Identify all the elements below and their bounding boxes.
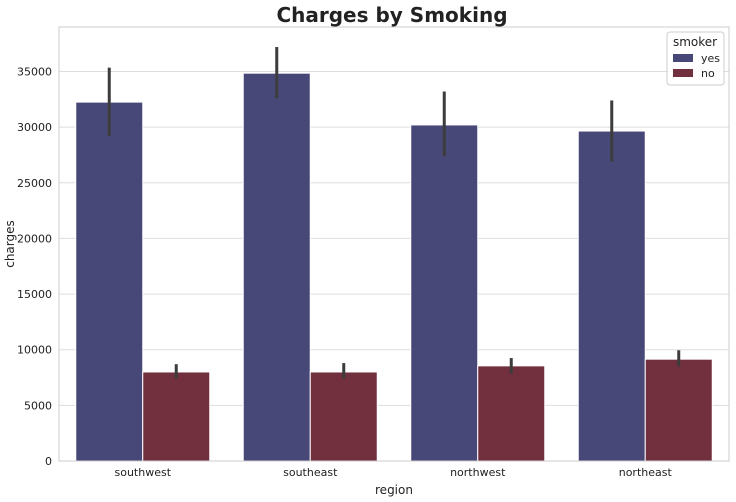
x-tick-label: southwest	[114, 466, 171, 479]
y-tick-label: 35000	[17, 66, 52, 79]
bar-no-southeast	[309, 371, 378, 462]
x-tick-label: southeast	[283, 466, 338, 479]
y-tick-label: 20000	[17, 232, 52, 245]
x-tick-label: northeast	[619, 466, 673, 479]
bar-yes-southeast	[242, 72, 311, 462]
y-tick-label: 5000	[24, 399, 52, 412]
legend-title: smoker	[673, 35, 717, 49]
x-axis-label: region	[375, 483, 413, 497]
error-bars	[107, 47, 681, 379]
bar-yes-northeast	[577, 130, 646, 462]
bar-yes-southwest	[75, 101, 144, 462]
x-tick-labels: southwest southeast northwest northeast	[114, 466, 672, 479]
y-axis-label: charges	[3, 220, 17, 268]
legend-swatch-yes	[673, 54, 693, 62]
bar-no-southwest	[142, 371, 211, 462]
y-tick-label: 10000	[17, 344, 52, 357]
y-tick-labels: 0 5000 10000 15000 20000 25000 30000 35000	[17, 66, 52, 468]
legend-label-no: no	[701, 67, 715, 80]
x-tick-label: northwest	[450, 466, 506, 479]
legend-swatch-no	[673, 69, 693, 77]
bar-no-northwest	[477, 365, 546, 462]
legend-label-yes: yes	[701, 52, 720, 65]
chart-title: Charges by Smoking	[276, 3, 507, 27]
y-tick-label: 30000	[17, 121, 52, 134]
plot-frame	[58, 26, 730, 462]
bar-yes-northwest	[410, 124, 479, 462]
bar-no-northeast	[644, 358, 713, 462]
y-tick-label: 25000	[17, 177, 52, 190]
y-tick-label: 0	[45, 455, 52, 468]
legend: smoker yes no	[666, 31, 725, 86]
bars	[75, 72, 713, 462]
legend-items: yes no	[673, 52, 720, 80]
y-tick-label: 15000	[17, 288, 52, 301]
